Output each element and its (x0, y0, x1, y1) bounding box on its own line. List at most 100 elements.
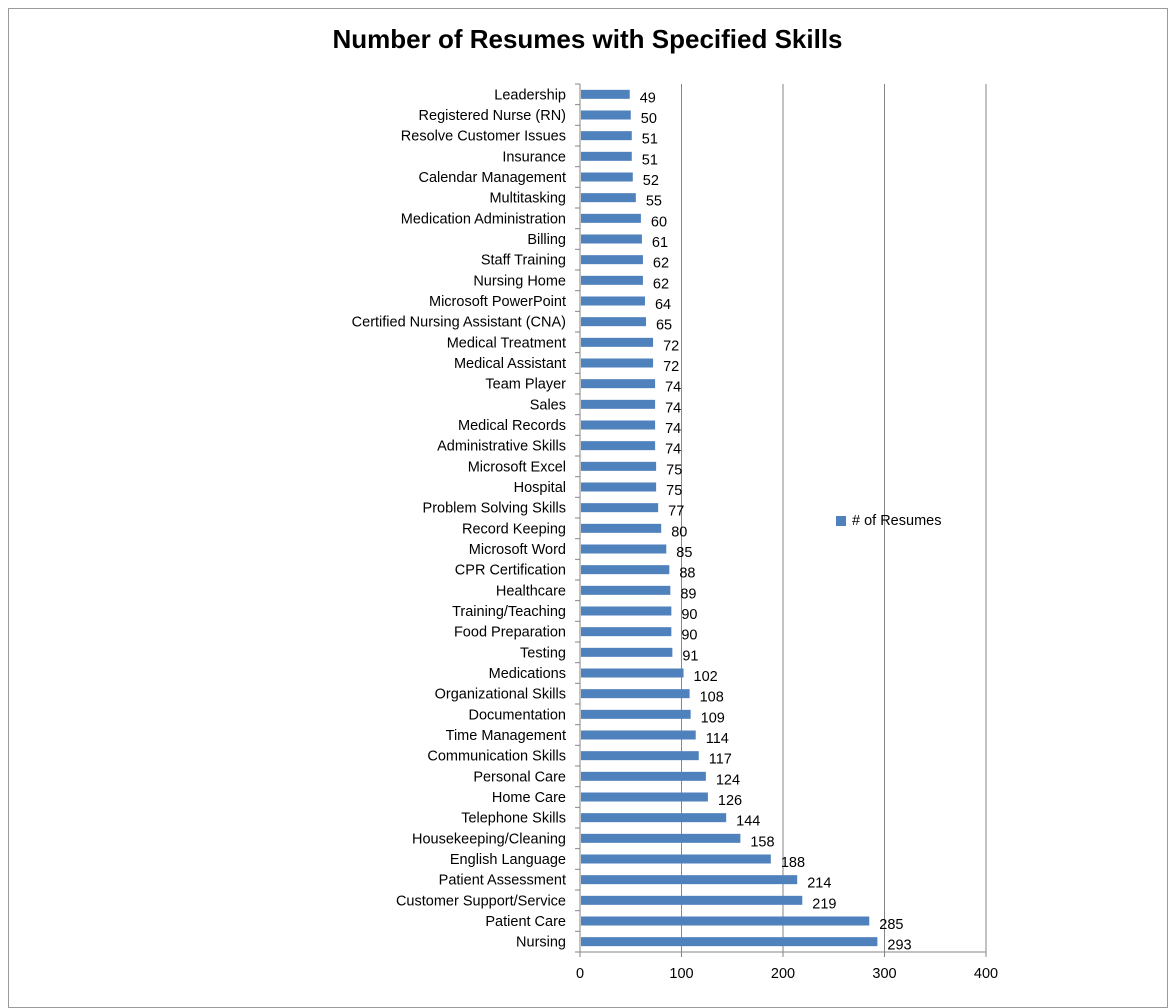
category-label: Multitasking (489, 191, 566, 207)
category-label: Medical Assistant (454, 356, 566, 372)
bar (581, 875, 798, 885)
bar (581, 895, 803, 905)
data-label: 126 (718, 793, 742, 809)
category-label: Microsoft Word (469, 542, 566, 558)
data-label: 75 (666, 483, 682, 499)
category-label: Medical Records (458, 418, 566, 434)
category-label: Billing (527, 232, 566, 248)
data-label: 144 (736, 814, 760, 830)
bar (581, 234, 642, 244)
category-label: Medication Administration (401, 211, 566, 227)
category-label: Home Care (492, 790, 566, 806)
data-label: 77 (668, 504, 684, 520)
bar (581, 751, 699, 761)
category-label: Resolve Customer Issues (401, 129, 566, 145)
category-label: Healthcare (496, 583, 566, 599)
bar (581, 503, 659, 513)
chart-title: Number of Resumes with Specified Skills (332, 24, 843, 54)
category-label: Housekeeping/Cleaning (412, 831, 566, 847)
data-label: 109 (701, 710, 725, 726)
data-label: 72 (663, 338, 679, 354)
data-label: 65 (656, 318, 672, 334)
bar (581, 792, 708, 802)
bar (581, 89, 630, 99)
bar (581, 399, 656, 409)
data-label: 214 (807, 876, 831, 892)
bar (581, 482, 657, 492)
category-label: Patient Assessment (439, 873, 566, 889)
x-tick-label: 200 (771, 966, 795, 982)
category-label: Leadership (494, 87, 566, 103)
category-label: Team Player (485, 377, 566, 393)
category-label: Personal Care (473, 769, 566, 785)
x-tick-label: 300 (872, 966, 896, 982)
bar (581, 255, 643, 265)
bar (581, 151, 632, 161)
bar (581, 771, 706, 781)
data-label: 74 (665, 442, 681, 458)
bar (581, 296, 645, 306)
data-label: 49 (640, 90, 656, 106)
data-label: 88 (679, 566, 695, 582)
bar (581, 565, 670, 575)
data-label: 102 (694, 669, 718, 685)
data-label: 50 (641, 111, 657, 127)
bar (581, 730, 696, 740)
bar (581, 523, 662, 533)
data-label: 91 (682, 648, 698, 664)
data-label: 293 (887, 938, 911, 954)
data-label: 85 (676, 545, 692, 561)
data-label: 108 (700, 690, 724, 706)
bar (581, 606, 672, 616)
category-label: Insurance (502, 149, 566, 165)
bar (581, 627, 672, 637)
category-label: Calendar Management (418, 170, 566, 186)
x-tick-label: 0 (576, 966, 584, 982)
data-label: 89 (680, 586, 696, 602)
bar (581, 379, 656, 389)
data-label: 51 (642, 152, 658, 168)
category-label: Organizational Skills (435, 687, 566, 703)
bar (581, 420, 656, 430)
category-label: Administrative Skills (437, 439, 566, 455)
x-tick-label: 100 (669, 966, 693, 982)
category-label: Nursing (516, 935, 566, 951)
data-label: 62 (653, 256, 669, 272)
data-label: 90 (681, 607, 697, 623)
category-label: Hospital (514, 480, 566, 496)
category-label: Staff Training (481, 253, 566, 269)
data-label: 74 (665, 380, 681, 396)
bar (581, 916, 870, 926)
bar (581, 854, 771, 864)
bar (581, 441, 656, 451)
bar (581, 193, 636, 203)
bar (581, 172, 633, 182)
category-label: Communication Skills (427, 749, 566, 765)
category-label: Time Management (446, 728, 566, 744)
x-tick-label: 400 (974, 966, 998, 982)
category-label: Sales (530, 397, 566, 413)
bar (581, 585, 671, 595)
category-label: Nursing Home (473, 273, 566, 289)
bar (581, 937, 878, 947)
category-label: Telephone Skills (461, 811, 566, 827)
category-label: Documentation (468, 707, 566, 723)
category-label: Testing (520, 645, 566, 661)
bar (581, 317, 646, 327)
data-label: 219 (812, 896, 836, 912)
category-label: Patient Care (485, 914, 566, 930)
legend-swatch (836, 516, 846, 526)
bar (581, 131, 632, 141)
category-label: Certified Nursing Assistant (CNA) (352, 315, 566, 331)
bar (581, 337, 654, 347)
data-label: 75 (666, 462, 682, 478)
category-label: Record Keeping (462, 521, 566, 537)
data-label: 90 (681, 628, 697, 644)
category-label: English Language (450, 852, 566, 868)
data-label: 124 (716, 772, 740, 788)
data-label: 64 (655, 297, 671, 313)
data-label: 51 (642, 132, 658, 148)
legend-label: # of Resumes (852, 513, 942, 529)
data-label: 114 (706, 731, 729, 747)
